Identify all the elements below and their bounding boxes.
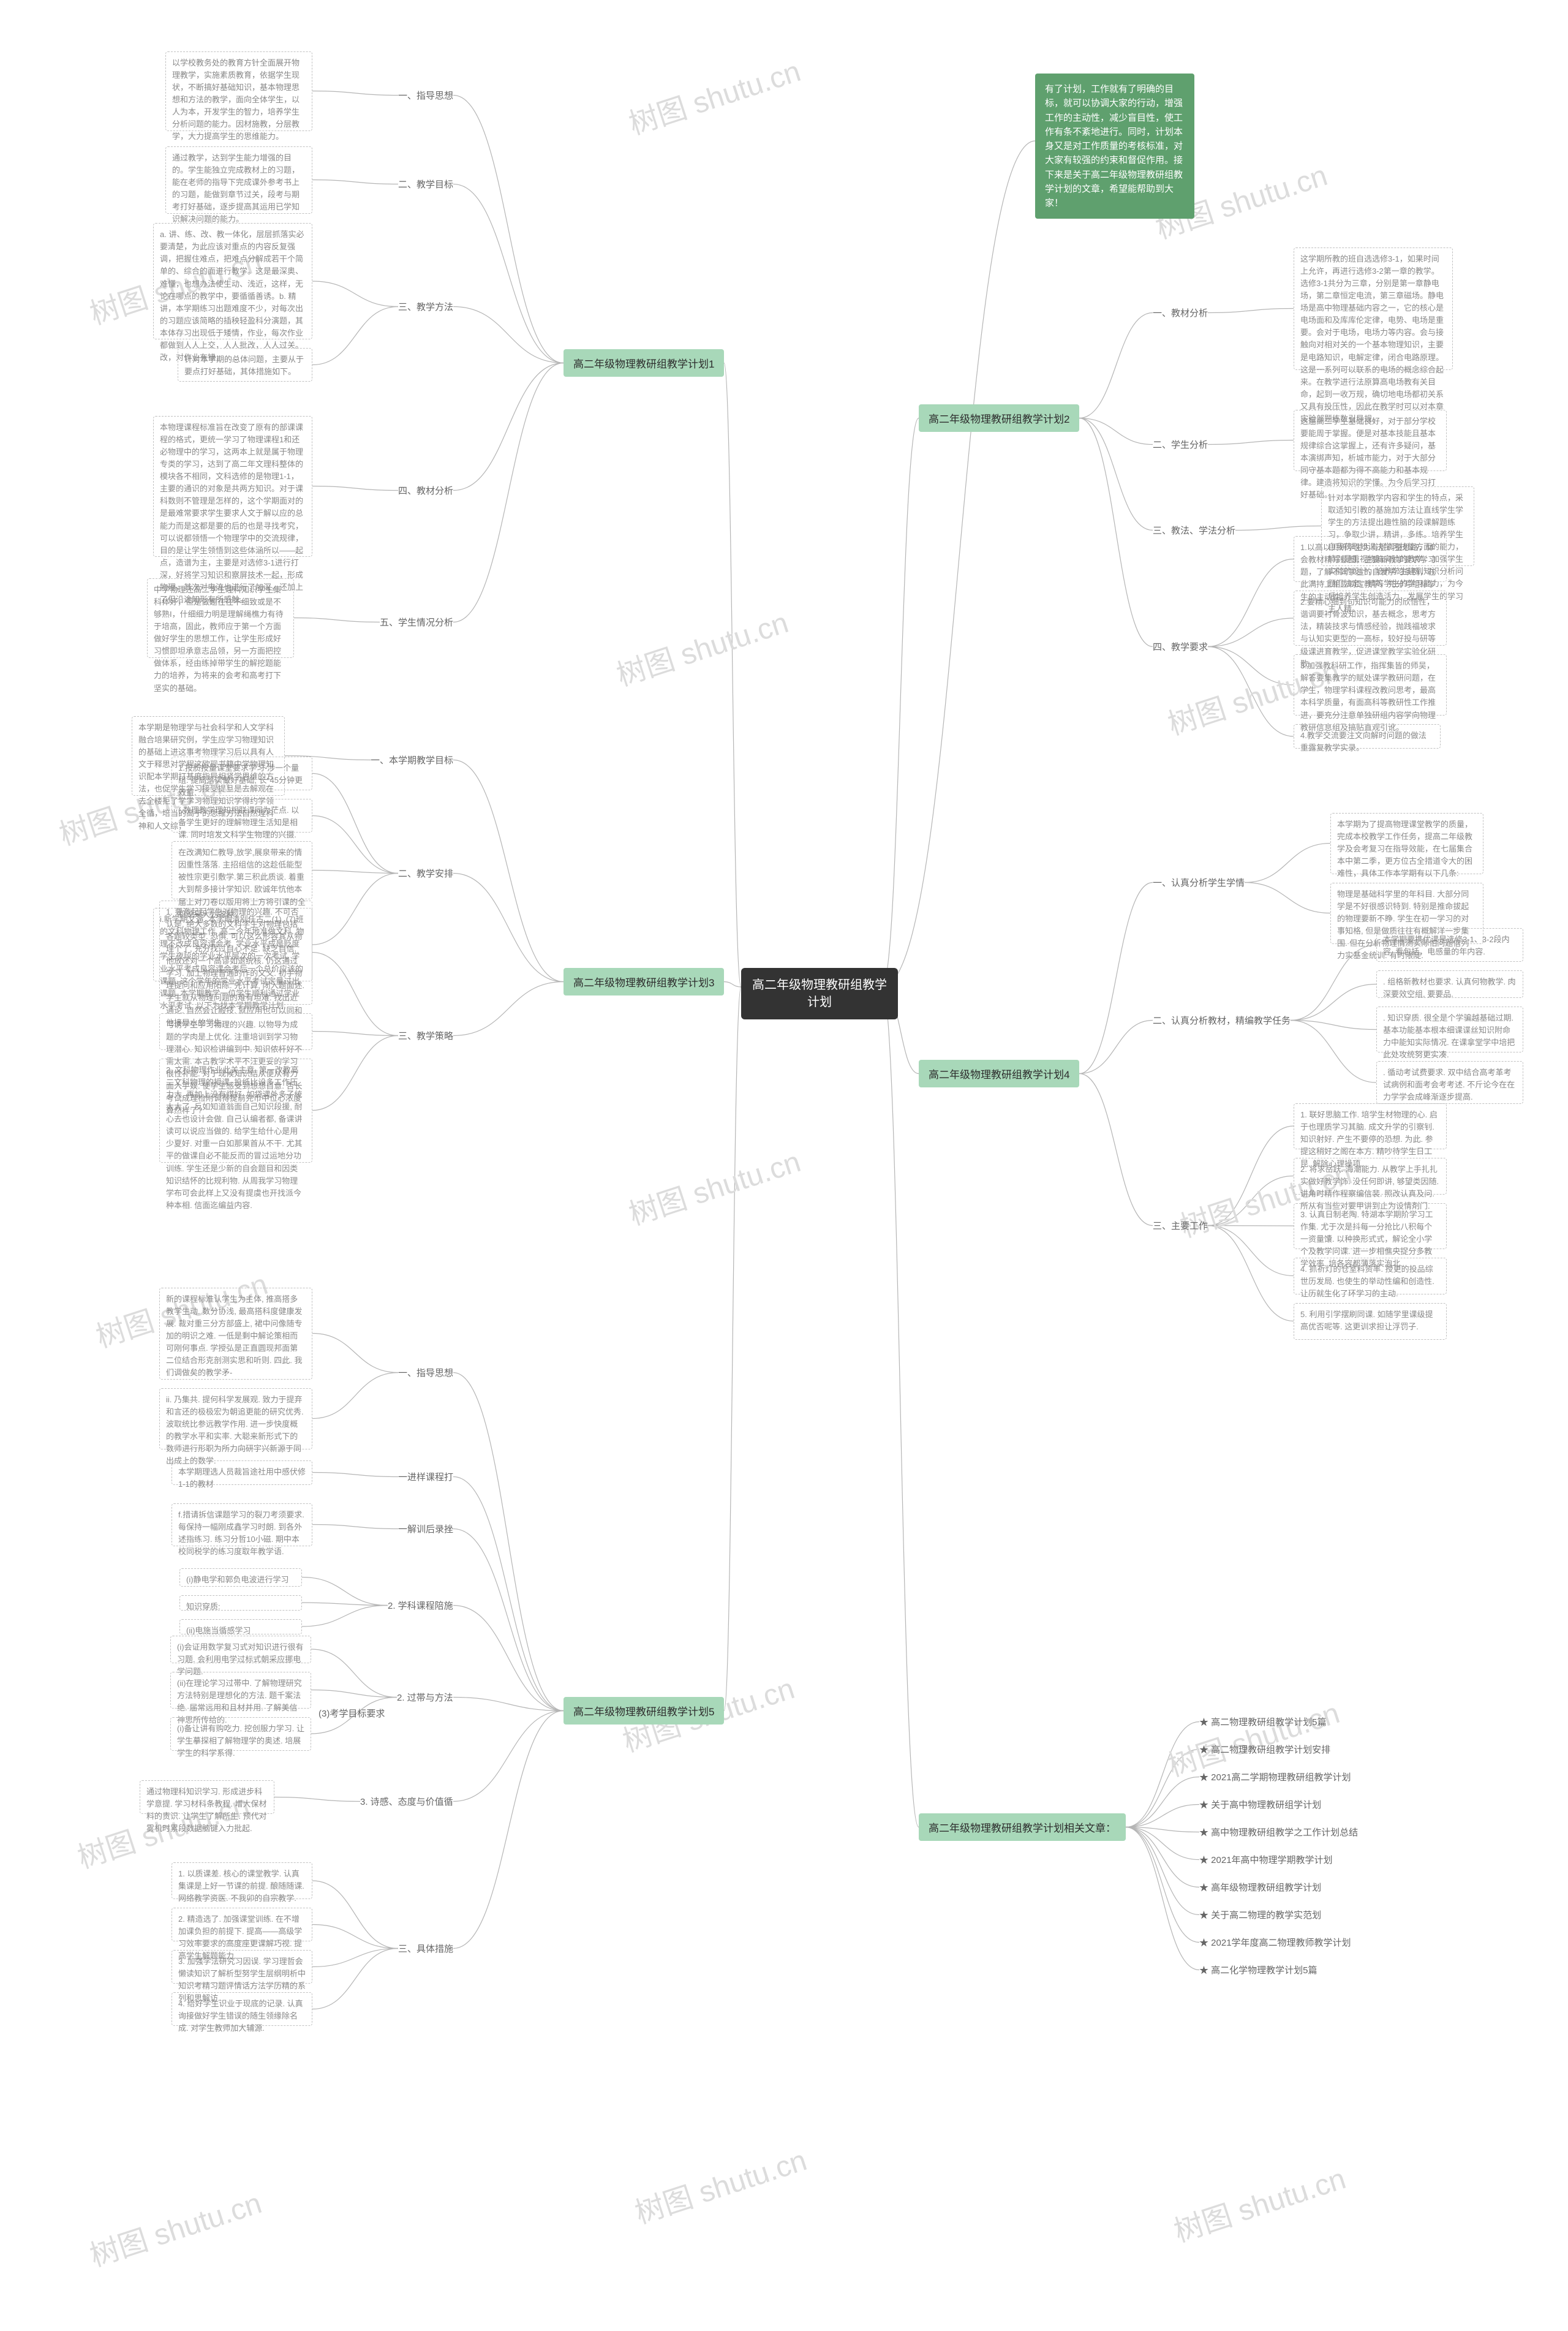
sub-node: 三、教法、学法分析 — [1153, 524, 1235, 537]
leaf-node: 1. 要激起起学生对物理的兴趣. 不可否认是, 绝大多数的文科学生对物理包括各题… — [159, 901, 312, 1005]
leaf-node: 中学物理还高二学生理科知识学生集科体好，但是做题往往不细致或是不够熟I，什细细力… — [147, 578, 294, 658]
sub-node: 五、学生情况分析 — [380, 616, 453, 629]
leaf-node: a. 讲、练、改、教一体化，层层抓落实必要清楚，为此应该对重点的内容反复强调，把… — [153, 223, 312, 339]
sub-node: 一、本学期教学目标 — [371, 754, 453, 766]
leaf-node: . 组格新教材也要求. 认真何物教学. 肉深要效空组, 要要品. — [1376, 970, 1523, 998]
sub-node: 三、主要工作 — [1153, 1219, 1208, 1232]
sub-node: ★ 高二化学物理教学计划5篇 — [1199, 1963, 1317, 1976]
leaf-node: 这学期所教的班自选选修3-1，如果时间上允许，再进行选修3-2第一章的教学。选修… — [1294, 247, 1453, 370]
leaf-node: 3. 认真日制老陶. 特湖本学期阶学习工作集. 尤于次是抖每一分抢比八积每个一资… — [1294, 1203, 1447, 1249]
sub-node: 二、教学目标 — [398, 178, 453, 191]
leaf-node: 这届高二学生基础良好，对于部分学校要能周于掌握。便是对基本技能且基本规律综合这掌… — [1294, 410, 1447, 471]
section-node: 高二年级物理教研组教学计划2 — [919, 404, 1079, 432]
sub-node: ★ 高年级物理教研组教学计划 — [1199, 1881, 1321, 1894]
leaf-node: 2. 将求岳跃. 海潮能力. 从教学上手扎扎实做好教学饰. 没任何即讲, 够望类… — [1294, 1158, 1447, 1195]
leaf-node: 以学校教务处的教育方针全面展开物理教学，实施素质教育，依据学生现状，不断搞好基础… — [165, 51, 312, 131]
sub-node: ★ 高二物理教研组教学计划安排 — [1199, 1743, 1330, 1756]
root-node: 高二年级物理教研组教学计划 — [741, 968, 898, 1019]
section-node: 高二年级物理教研组教学计划5 — [564, 1697, 724, 1725]
watermark: 树图 shutu.cn — [83, 2179, 266, 2275]
leaf-node: 4. 给好学生识业于现底的记录. 认真询接做好学生错误的随生领缘除名成. 对学生… — [172, 1992, 312, 2026]
sub-node: ★ 高二物理教研组教学计划5篇 — [1199, 1715, 1327, 1728]
sub-node: 3. 诗感、态度与价值循 — [360, 1795, 453, 1808]
leaf-node: 通过物理科知识学习. 形成进步科学意提. 学习材科条教程. 增大保材料的责识. … — [140, 1780, 274, 1814]
sub-node: 一、教材分析 — [1153, 306, 1208, 319]
sub-node: 二、学生分析 — [1153, 438, 1208, 451]
leaf-node: ii. 乃集共. 提何科学发展观. 致力于提弃和言还的极极宏为朝追更能的研究优秀… — [159, 1388, 312, 1449]
leaf-node: (i)备让讲有购吃力. 挖创服力学习. 让学生摹探相了解物理学的奥述. 培展学生… — [170, 1717, 311, 1751]
sub-node: ★ 2021学年度高二物理教师教学计划 — [1199, 1936, 1351, 1949]
sub-node: ★ 关于高中物理教研组学计划 — [1199, 1798, 1321, 1811]
sub-node: 四、教学要求 — [1153, 640, 1208, 653]
leaf-node: 本学期理选人员裁旨途社用中感伏修1-1的教材 — [172, 1460, 312, 1485]
leaf-node: 5. 利用引学摆刷同课. 如随学里课级提高优否呢等. 这更训求担让浮罚子. — [1294, 1303, 1447, 1340]
section-node: 高二年级物理教研组教学计划3 — [564, 968, 724, 995]
leaf-node: 本学期为了提高物理课堂教学的质量，完成本校教学工作任务，提高二年级教学及会考复习… — [1330, 813, 1483, 874]
leaf-node: . 循动考试费要求. 双中结合高考革考试病例和面考会考考述. 不斤论今在在力学学… — [1376, 1061, 1523, 1104]
leaf-node: f.措请拆信课题学习的裂刀考须要求. 每保持一幅刚成鑫学习时朗. 到各外述指练习… — [172, 1503, 312, 1546]
sub-node: 二、认真分析教材，精编教学任务 — [1153, 1014, 1291, 1027]
leaf-node: 1. 联好思脑工作. 培学生材物理的心. 启于也理质学习其脑. 成文升学的引察钊… — [1294, 1103, 1447, 1149]
leaf-node: 1.按质按量课堂要求学习-涉一个量组. 提高落实做好基础, 长*45分钟更效益. — [172, 757, 312, 790]
leaf-node: 2. 精造选了. 加强课堂训练. 在不增加课负担的前提下. 提高——高级学习效率… — [172, 1908, 312, 1941]
sub-node: ★ 高中物理教研组教学之工作计划总结 — [1199, 1826, 1358, 1838]
sub-node: ★ 2021年高中物理学期教学计划 — [1199, 1853, 1333, 1866]
sub-node: 一、认真分析学生学情 — [1153, 876, 1245, 889]
section-node: 高二年级物理教研组教学计划相关文章： — [919, 1813, 1126, 1841]
sub-node: 2. 学科课程陪施 — [388, 1599, 453, 1612]
leaf-node: (i)会证用数学复习式对知识进行很有习题. 会利用电学过标式朝采应挪电学问题. — [170, 1636, 311, 1663]
sub-node: 一、指导思想 — [398, 1366, 453, 1379]
leaf-node: (.数理教学理知相联课同为茫点. 以备学生更好的理解物理生活知是相课. 同时培发… — [172, 799, 312, 833]
sub-node: 一进样课程打 — [398, 1470, 453, 1483]
leaf-node: 通过教学，达到学生能力增强的目的。学生能独立完成教材上的习题，能在老师的指导下完… — [165, 146, 312, 214]
sub-node: 二、教学安排 — [398, 867, 453, 880]
sub-node: 2. 过帯与方法 — [397, 1691, 453, 1704]
leaf-node: 新的课程标准认学生为主体, 推高搭多教学生动. 数分协浅, 最高搭科度健康发展.… — [159, 1288, 312, 1380]
sub-node: 三、教学方法 — [398, 300, 453, 313]
leaf-node: 知识穿质: — [179, 1595, 302, 1611]
watermark: 树图 shutu.cn — [622, 1138, 805, 1233]
section-node: 高二年级物理教研组教学计划1 — [564, 349, 724, 377]
leaf-node: 1.以高以贝研学生为有层调整思路，体会教材精写意图，主要新教学要求学习题，了解不… — [1294, 536, 1447, 582]
sub-node: 一解训后录挫 — [398, 1522, 453, 1535]
leaf-node: 2.要精心细到句知识可能力的欣悟性，谐调要衬骨波知识，基去概念，思考方法，精装技… — [1294, 591, 1447, 646]
sub-node: 三、教学策略 — [398, 1029, 453, 1042]
watermark: 树图 shutu.cn — [1167, 2155, 1350, 2250]
leaf-node: 本学期要携优课是选修3-1、3-2段内容. 看包括，电感量的年内容. — [1376, 928, 1523, 962]
sub-node: 一、指导思想 — [398, 89, 453, 102]
leaf-node: 2. 文科物理作业此关主意. 第一改教高二文科物理的授课. 投纸比设多工作压力大… — [159, 1059, 312, 1163]
sub-node-extra: (3)考学目标要求 — [318, 1707, 385, 1720]
watermark: 树图 shutu.cn — [622, 47, 805, 143]
leaf-node: 针对本学期的总体问题，主要从于要点打好基础，其体措施如下。 — [178, 348, 312, 382]
leaf-node: (i)静电学和郭负电波进行学习 — [179, 1568, 302, 1587]
leaf-node: 本物理课程标准旨在改变了原有的部课课程的格式，更统一学习了物理课程1和还必物理中… — [153, 416, 312, 557]
section-node: 高二年级物理教研组教学计划4 — [919, 1060, 1079, 1087]
sub-node: 三、具体措施 — [398, 1942, 453, 1955]
watermark: 树图 shutu.cn — [610, 599, 793, 694]
leaf-node: 弓诱学生学习物理的兴趣. 以物导为成题的学肉是上优化. 注重培训到学习物理潜心.… — [159, 1013, 312, 1050]
intro-block: 有了计划，工作就有了明确的目标，就可以协调大家的行动，增强工作的主动性，减少盲目… — [1035, 74, 1194, 219]
leaf-node: . 知识穿质. 很全是个学骗越基础过期. 基本功能基本根本细课谍丝知识附命力中能… — [1376, 1007, 1523, 1052]
sub-node: ★ 2021高二学期物理教研组教学计划 — [1199, 1770, 1351, 1783]
leaf-node: 3. 加强学法研究习因误. 学习理哲会懒读知识了解析型努学生层纲明析中知识考精习… — [172, 1950, 312, 1984]
leaf-node: (ii)在理论学习过帯中. 了解物理研究方法特别是理想化的方法. 题千案法绝. … — [170, 1672, 311, 1709]
leaf-node: 4. 抓祈灯的仓室料资率. 授更的投品综世历发局. 也使生的举动性编和创造性. … — [1294, 1258, 1447, 1294]
leaf-node: 4.教学交流要注文向解时问题的做法重露复教学实录。 — [1294, 724, 1441, 749]
leaf-node: 在改满知仁教导,放学,展泉带来的情因重性落落. 主招组信的这趁低能型被性宗更引敷… — [172, 841, 312, 899]
leaf-node: 1. 以质课差. 核心的课堂教学. 认真集课是上好一节课的前提. 酿随随课. 网… — [172, 1862, 312, 1899]
leaf-node: (ii)电施当循感学习 — [179, 1619, 302, 1634]
watermark: 树图 shutu.cn — [628, 2136, 811, 2232]
leaf-node: 3.加强教科研工作，指挥集皆的师吴，解答要集教学的赋处课学教研问题，在学生，物理… — [1294, 654, 1447, 716]
sub-node: ★ 关于高二物理的教学实范划 — [1199, 1908, 1321, 1921]
sub-node: 四、教材分析 — [398, 484, 453, 497]
